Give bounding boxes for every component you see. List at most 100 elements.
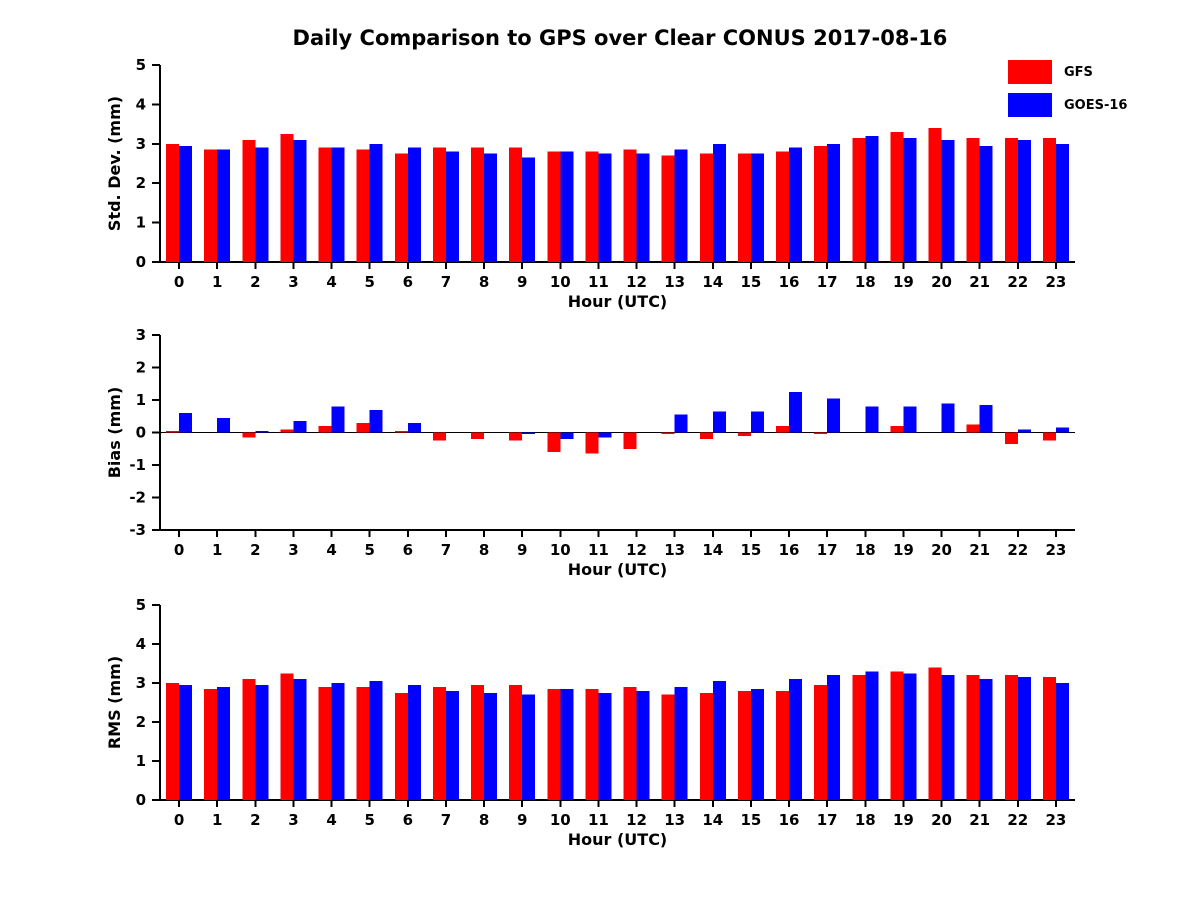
stddev-bar-goes16 <box>674 149 688 262</box>
stddev-bar-gfs <box>242 139 256 262</box>
bias-bar-goes16 <box>255 430 269 433</box>
rms-bar-gfs <box>890 671 904 800</box>
rms-bar-goes16 <box>636 690 650 800</box>
stddev-x-tick-label: 10 <box>550 273 571 291</box>
bias-bar-goes16 <box>865 406 879 433</box>
bias-bar-gfs <box>890 426 904 433</box>
stddev-x-tick-label: 23 <box>1046 273 1067 291</box>
rms-bar-gfs <box>699 692 713 800</box>
bias-bar-gfs <box>814 432 828 435</box>
rms-y-tick-label: 4 <box>136 635 146 653</box>
stddev-bar-gfs <box>776 151 790 262</box>
rms-bar-goes16 <box>750 688 764 800</box>
bias-bar-gfs <box>547 432 561 452</box>
bias-bar-gfs <box>166 430 180 433</box>
rms-bar-goes16 <box>560 688 574 800</box>
stddev-bar-gfs <box>928 128 942 262</box>
bias-bar-gfs <box>966 424 980 433</box>
bias-bar-gfs <box>356 422 370 433</box>
stddev-bar-gfs <box>623 149 637 262</box>
bias-y-tick-label: -2 <box>129 489 146 507</box>
stddev-bar-gfs <box>318 147 332 262</box>
gfs-legend-label: GFS <box>1064 64 1093 80</box>
stddev-bar-goes16 <box>484 153 498 262</box>
bias-bar-goes16 <box>598 432 612 438</box>
rms-bar-gfs <box>776 690 790 800</box>
bias-bar-gfs <box>776 426 790 433</box>
bias-bar-goes16 <box>331 406 345 433</box>
bias-y-tick-label: 1 <box>136 391 146 409</box>
rms-x-tick-label: 12 <box>626 811 647 829</box>
bias-x-tick-label: 23 <box>1046 541 1067 559</box>
bias-bar-gfs <box>432 432 446 441</box>
bias-bar-goes16 <box>217 417 231 433</box>
stddev-bar-gfs <box>1042 137 1056 262</box>
rms-bar-gfs <box>471 684 485 800</box>
bias-bar-goes16 <box>407 422 421 433</box>
stddev-bar-goes16 <box>827 143 841 262</box>
bias-bar-goes16 <box>1017 429 1031 433</box>
stddev-y-tick-label: 1 <box>136 214 146 232</box>
rms-x-tick-label: 8 <box>479 811 489 829</box>
bias-bar-goes16 <box>712 411 726 433</box>
stddev-x-tick-label: 2 <box>250 273 260 291</box>
rms-bar-gfs <box>394 692 408 800</box>
rms-bar-gfs <box>814 684 828 800</box>
rms-xlabel: Hour (UTC) <box>568 830 668 849</box>
rms-bar-gfs <box>318 686 332 800</box>
bias-x-tick-label: 13 <box>664 541 685 559</box>
stddev-x-tick-label: 6 <box>403 273 413 291</box>
stddev-y-tick-label: 3 <box>136 135 146 153</box>
rms-bar-goes16 <box>1017 677 1031 800</box>
stddev-y-tick-label: 0 <box>136 253 146 271</box>
stddev-bar-gfs <box>166 143 180 262</box>
stddev-x-tick-label: 7 <box>441 273 451 291</box>
stddev-ylabel: Std. Dev. (mm) <box>105 96 124 231</box>
stddev-bar-goes16 <box>255 147 269 262</box>
bias-bar-goes16 <box>903 406 917 433</box>
rms-x-tick-label: 21 <box>969 811 990 829</box>
bias-x-tick-label: 9 <box>517 541 527 559</box>
bias-x-tick-label: 20 <box>931 541 952 559</box>
rms-x-tick-label: 16 <box>779 811 800 829</box>
bias-x-tick-label: 15 <box>741 541 762 559</box>
stddev-bar-goes16 <box>217 149 231 262</box>
rms-y-tick-label: 2 <box>136 713 146 731</box>
rms-bar-goes16 <box>674 686 688 800</box>
bias-x-tick-label: 18 <box>855 541 876 559</box>
rms-bar-gfs <box>166 683 180 800</box>
stddev-bar-goes16 <box>445 151 459 262</box>
rms-bar-goes16 <box>827 675 841 800</box>
bias-x-tick-label: 10 <box>550 541 571 559</box>
rms-bar-gfs <box>852 675 866 800</box>
stddev-y-tick-label: 5 <box>136 56 146 74</box>
bias-bar-gfs <box>471 432 485 439</box>
rms-bar-gfs <box>623 686 637 800</box>
stddev-x-tick-label: 4 <box>326 273 336 291</box>
stddev-x-tick-label: 22 <box>1007 273 1028 291</box>
stddev-x-tick-label: 5 <box>364 273 374 291</box>
rms-bar-gfs <box>280 673 294 800</box>
stddev-bar-goes16 <box>979 145 993 262</box>
rms-bar-gfs <box>966 675 980 800</box>
stddev-bar-gfs <box>432 147 446 262</box>
rms-bar-gfs <box>356 686 370 800</box>
bias-bar-gfs <box>280 429 294 433</box>
goes16-legend-label: GOES-16 <box>1064 97 1128 113</box>
bias-y-tick-label: -1 <box>129 456 146 474</box>
rms-x-tick-label: 5 <box>364 811 374 829</box>
rms-bar-gfs <box>242 679 256 800</box>
stddev-bar-goes16 <box>750 153 764 262</box>
bias-x-tick-label: 3 <box>288 541 298 559</box>
rms-bar-goes16 <box>445 690 459 800</box>
stddev-bar-goes16 <box>179 145 193 262</box>
rms-bar-gfs <box>509 684 523 800</box>
stddev-bar-goes16 <box>712 143 726 262</box>
rms-x-tick-label: 18 <box>855 811 876 829</box>
bias-bar-goes16 <box>560 432 574 439</box>
stddev-x-tick-label: 12 <box>626 273 647 291</box>
rms-ylabel: RMS (mm) <box>105 656 124 749</box>
rms-bar-goes16 <box>941 675 955 800</box>
